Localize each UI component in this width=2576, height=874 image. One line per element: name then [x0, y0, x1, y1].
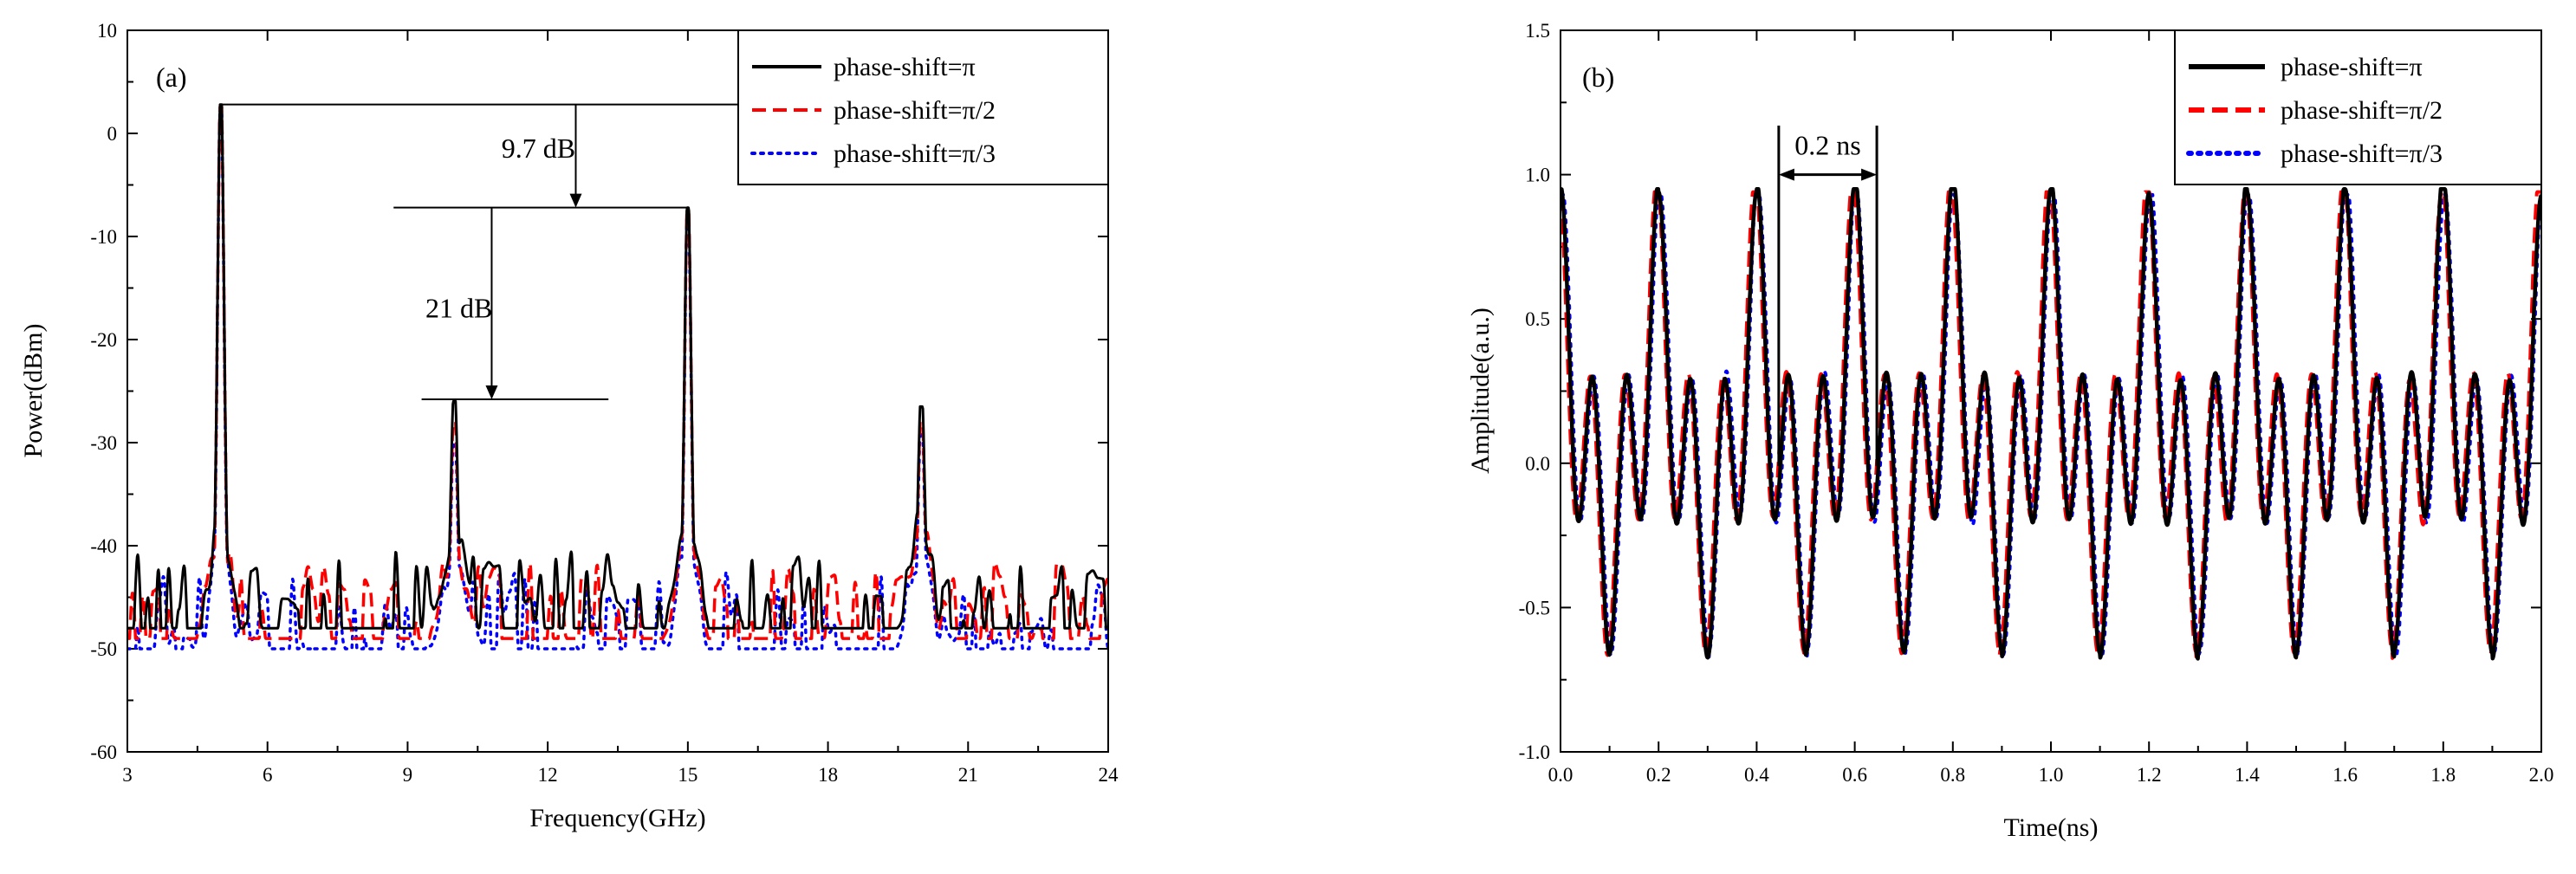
arrowhead-9-7-db [569, 193, 582, 208]
x-tick-label: 0.6 [1842, 764, 1867, 786]
x-tick-label: 3 [122, 764, 133, 786]
panel-b-label: (b) [1582, 62, 1614, 93]
panel-b-y-axis-title: Amplitude(a.u.) [1466, 308, 1495, 474]
x-tick-label: 1.2 [2137, 764, 2162, 786]
panel-b-tick-labels: 0.0 0.2 0.4 0.6 0.8 1.0 1.2 1.4 1.6 1.8 2.0 -1.0 -0.… [1519, 20, 2554, 786]
x-tick-label: 0.0 [1548, 764, 1574, 786]
y-tick-label: 1.5 [1525, 20, 1550, 42]
x-tick-label: 6 [263, 764, 273, 786]
y-tick-label: -50 [90, 638, 117, 660]
x-tick-label: 12 [538, 764, 558, 786]
y-tick-label: 0.0 [1525, 453, 1550, 475]
panel-a-legend-box [737, 29, 1109, 185]
y-tick-label: -20 [90, 329, 117, 351]
annotation-9-7-db: 9.7 dB [502, 133, 575, 164]
x-tick-label: 15 [678, 764, 698, 786]
legend-a-label-pi: phase-shift=π [834, 53, 976, 81]
panel-a-y-axis-title: Power(dBm) [19, 324, 48, 458]
arrowhead-21-db [485, 385, 498, 400]
panel-a-spectrum: 3 6 9 12 15 18 21 24 -60 -50 -40 -30 -20 -10 0 10 9.7 d… [19, 20, 1119, 832]
panel-a-annotations: 9.7 dB 21 dB [220, 103, 763, 401]
legend-b-label-pi: phase-shift=π [2281, 53, 2423, 81]
period-arrowhead-right [1861, 168, 1878, 181]
y-tick-label: 1.0 [1525, 165, 1550, 186]
y-tick-label: -40 [90, 535, 117, 557]
legend-b-label-pi-third: phase-shift=π/3 [2281, 139, 2443, 168]
annotation-21-db: 21 dB [425, 292, 492, 323]
series-a-pi-third [127, 106, 1108, 651]
x-tick-label: 1.4 [2235, 764, 2260, 786]
panel-a-series [127, 103, 1108, 651]
x-tick-label: 24 [1099, 764, 1119, 786]
x-tick-label: 0.4 [1744, 764, 1769, 786]
legend-a-label-pi-third: phase-shift=π/3 [834, 139, 996, 168]
panel-b-annotations: 0.2 ns [1777, 125, 1878, 467]
panel-a-plot-area [127, 103, 1108, 651]
panel-b-plot-area [1561, 187, 2541, 661]
y-tick-label: -30 [90, 432, 117, 454]
panel-b-x-axis-title: Time(ns) [2004, 813, 2099, 842]
panel-a-label: (a) [156, 62, 187, 93]
y-tick-label: 10 [97, 20, 117, 42]
x-tick-label: 1.6 [2333, 764, 2358, 786]
x-tick-label: 9 [403, 764, 413, 786]
y-tick-label: -60 [90, 741, 117, 763]
x-tick-label: 2.0 [2529, 764, 2554, 786]
legend-b-label-pi-half: phase-shift=π/2 [2281, 96, 2443, 125]
y-tick-label: 0.5 [1525, 308, 1550, 330]
x-tick-label: 21 [958, 764, 978, 786]
legend-a-label-pi-half: phase-shift=π/2 [834, 96, 996, 125]
annotation-0-2-ns: 0.2 ns [1794, 129, 1860, 160]
x-tick-label: 0.2 [1646, 764, 1671, 786]
panel-a-x-axis-title: Frequency(GHz) [529, 804, 705, 832]
series-b-pi [1561, 187, 2541, 661]
panel-b-waveform: 0.0 0.2 0.4 0.6 0.8 1.0 1.2 1.4 1.6 1.8 2.0 -1.0 -0.… [1466, 20, 2553, 842]
y-tick-label: -10 [90, 226, 117, 248]
y-tick-label: -0.5 [1519, 597, 1550, 618]
panel-a-tick-labels: 3 6 9 12 15 18 21 24 -60 -50 -40 -30 -20 -10 0 10 [90, 20, 1119, 786]
x-tick-label: 1.0 [2039, 764, 2064, 786]
panel-a-frame [127, 29, 1109, 753]
panel-a-legend: phase-shift=π phase-shift=π/2 phase-shif… [737, 29, 1109, 185]
series-a-pi-half [127, 105, 1108, 640]
y-tick-label: -1.0 [1519, 741, 1550, 763]
y-tick-label: 0 [107, 123, 118, 145]
period-arrowhead-left [1778, 168, 1794, 181]
x-tick-label: 1.8 [2430, 764, 2456, 786]
panel-b-frame [1560, 29, 2542, 753]
x-tick-label: 18 [818, 764, 838, 786]
series-a-pi [127, 103, 1108, 630]
panel-b-series [1561, 187, 2541, 661]
x-tick-label: 0.8 [1940, 764, 1965, 786]
panel-b-legend: phase-shift=π phase-shift=π/2 phase-shif… [2174, 29, 2542, 185]
